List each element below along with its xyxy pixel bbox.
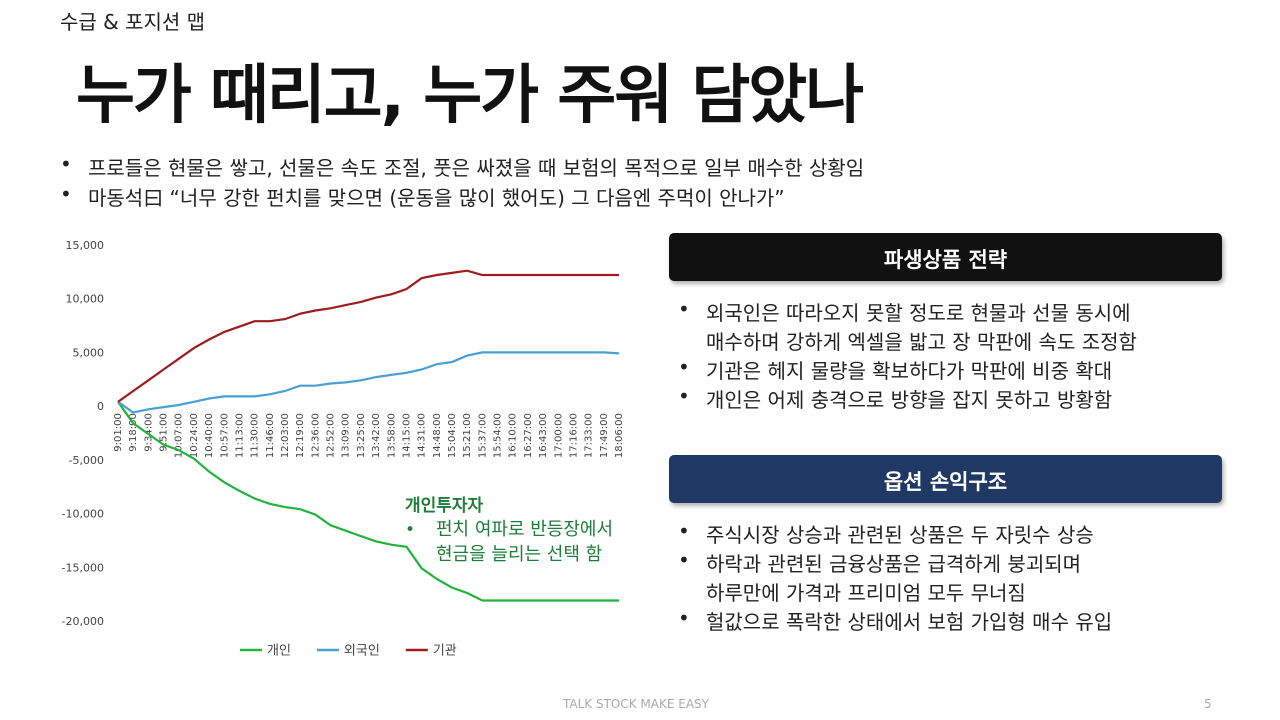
x-tick-label: 17:49:00 xyxy=(599,413,610,458)
y-tick-label: 15,000 xyxy=(66,239,105,252)
bullet-text: 헐값으로 폭락한 상태에서 보험 가입형 매수 유입 xyxy=(706,610,1113,634)
bullet-dot: • xyxy=(678,355,690,379)
x-tick-label: 15:04:00 xyxy=(447,413,458,458)
x-tick-label: 17:33:00 xyxy=(584,413,595,458)
y-tick-label: -15,000 xyxy=(62,561,104,574)
x-tick-label: 10:40:00 xyxy=(204,413,215,458)
x-tick-label: 11:13:00 xyxy=(234,413,245,458)
bullet-dot: • xyxy=(678,297,690,321)
x-tick-label: 15:37:00 xyxy=(477,413,488,458)
x-tick-label: 10:07:00 xyxy=(174,413,185,458)
annotation-text: 펀치 여파로 반등장에서 xyxy=(436,519,613,540)
legend-label: 기관 xyxy=(433,644,457,659)
legend-label: 외국인 xyxy=(344,644,380,659)
panel-title: 파생상품 전략 xyxy=(883,248,1008,272)
annotation-title: 개인투자자 xyxy=(405,496,484,516)
x-tick-label: 9:01:00 xyxy=(113,413,124,452)
x-tick-label: 9:51:00 xyxy=(159,413,170,452)
section-label: 수급 & 포지션 맵 xyxy=(60,10,206,34)
panel-header xyxy=(669,455,1222,503)
bullet-text: 프로들은 현물은 쌓고, 선물은 속도 조절, 풋은 싸졌을 때 보험의 목적으… xyxy=(88,156,865,180)
x-tick-label: 12:52:00 xyxy=(326,413,337,458)
bullet-text: 외국인은 따라오지 못할 정도로 현물과 선물 동시에 xyxy=(706,301,1131,325)
x-tick-label: 13:58:00 xyxy=(386,413,397,458)
x-tick-label: 17:16:00 xyxy=(568,413,579,458)
y-tick-label: 10,000 xyxy=(66,293,105,306)
x-tick-label: 12:03:00 xyxy=(280,413,291,458)
x-tick-label: 16:10:00 xyxy=(508,413,519,458)
x-tick-label: 15:54:00 xyxy=(493,413,504,458)
series-line xyxy=(117,401,619,602)
bullet-dot: • xyxy=(60,182,72,206)
x-tick-label: 16:27:00 xyxy=(523,413,534,458)
x-tick-label: 13:42:00 xyxy=(371,413,382,458)
x-tick-label: 11:46:00 xyxy=(265,413,276,458)
bullet-dot: • xyxy=(405,520,415,540)
x-tick-label: 9:34:00 xyxy=(143,413,154,452)
y-tick-label: -20,000 xyxy=(62,615,104,628)
bullet-text: 주식시장 상승과 관련된 상품은 두 자릿수 상승 xyxy=(706,523,1094,547)
x-tick-label: 15:21:00 xyxy=(462,413,473,458)
bullet-text: 하락과 관련된 금융상품은 급격하게 붕괴되며 xyxy=(706,552,1082,576)
bullet-text: 매수하며 강하게 엑셀을 밟고 장 막판에 속도 조정함 xyxy=(706,330,1137,354)
x-tick-label: 9:18:00 xyxy=(128,413,139,452)
x-tick-label: 10:57:00 xyxy=(219,413,230,458)
x-tick-label: 14:15:00 xyxy=(401,413,412,458)
y-tick-label: 5,000 xyxy=(73,346,105,359)
series-line xyxy=(117,269,619,403)
panel-header xyxy=(669,233,1222,281)
bullet-text: 마동석曰 “너무 강한 펀치를 맞으면 (운동을 많이 했어도) 그 다음엔 주… xyxy=(88,186,785,210)
bullet-dot: • xyxy=(678,384,690,408)
y-tick-label: -5,000 xyxy=(69,454,104,467)
x-tick-label: 14:48:00 xyxy=(432,413,443,458)
bullet-text: 개인은 어제 충격으로 방향을 잡지 못하고 방황함 xyxy=(706,388,1113,412)
legend-label: 개인 xyxy=(267,644,291,659)
x-tick-label: 14:31:00 xyxy=(417,413,428,458)
x-tick-label: 10:24:00 xyxy=(189,413,200,458)
x-tick-label: 18:06:00 xyxy=(614,413,625,458)
bullet-text: 기관은 헤지 물량을 확보하다가 막판에 비중 확대 xyxy=(706,359,1113,383)
x-tick-label: 13:25:00 xyxy=(356,413,367,458)
series-line xyxy=(117,351,620,414)
y-tick-label: -10,000 xyxy=(62,508,104,521)
bullet-dot: • xyxy=(60,152,72,176)
y-tick-label: 0 xyxy=(97,400,104,413)
x-tick-label: 11:30:00 xyxy=(250,413,261,458)
x-tick-label: 17:00:00 xyxy=(553,413,564,458)
panel-title: 옵션 손익구조 xyxy=(883,470,1008,494)
bullet-dot: • xyxy=(678,606,690,630)
x-tick-label: 12:36:00 xyxy=(310,413,321,458)
footer-text: TALK STOCK MAKE EASY xyxy=(563,697,709,711)
bullet-text: 하루만에 가격과 프리미엄 모두 무너짐 xyxy=(706,581,1026,605)
annotation-text: 현금을 늘리는 선택 함 xyxy=(436,544,602,565)
slide-title: 누가 때리고, 누가 주워 담았나 xyxy=(76,59,864,133)
x-tick-label: 12:19:00 xyxy=(295,413,306,458)
page-number: 5 xyxy=(1204,697,1212,711)
x-tick-label: 13:09:00 xyxy=(341,413,352,458)
bullet-dot: • xyxy=(678,519,690,543)
bullet-dot: • xyxy=(678,548,690,572)
x-tick-label: 16:43:00 xyxy=(538,413,549,458)
